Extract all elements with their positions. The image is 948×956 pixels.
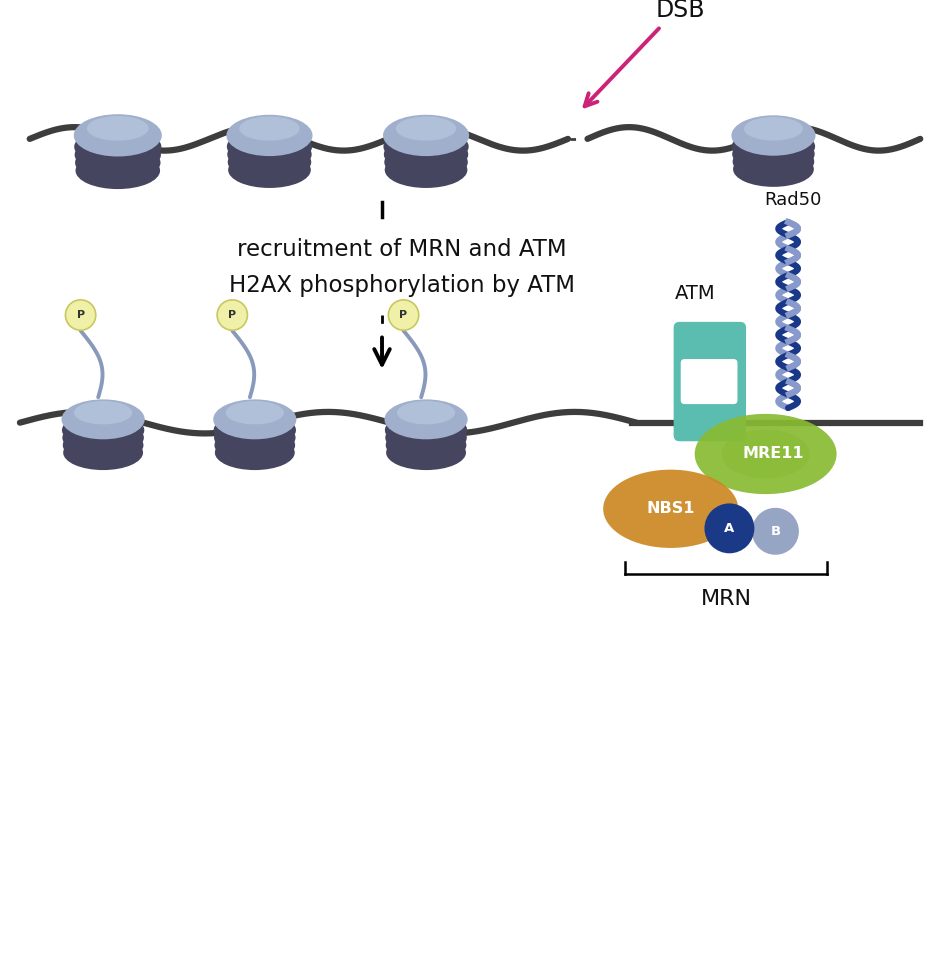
Ellipse shape — [228, 137, 312, 172]
Ellipse shape — [62, 400, 145, 440]
Ellipse shape — [87, 116, 149, 141]
Ellipse shape — [227, 115, 313, 156]
Ellipse shape — [62, 413, 144, 447]
Ellipse shape — [227, 128, 312, 164]
Ellipse shape — [74, 402, 132, 424]
Text: recruitment of MRN and ATM: recruitment of MRN and ATM — [237, 238, 566, 261]
Ellipse shape — [226, 402, 283, 424]
Ellipse shape — [385, 421, 466, 455]
Ellipse shape — [695, 414, 836, 494]
Ellipse shape — [76, 152, 160, 189]
Text: MRE11: MRE11 — [742, 446, 804, 462]
Text: Rad50: Rad50 — [764, 191, 822, 209]
Circle shape — [65, 300, 96, 330]
Ellipse shape — [74, 114, 162, 157]
Ellipse shape — [228, 144, 311, 181]
Text: MRN: MRN — [701, 589, 752, 609]
Ellipse shape — [383, 115, 469, 156]
Ellipse shape — [732, 137, 814, 172]
Ellipse shape — [733, 151, 813, 186]
Circle shape — [752, 508, 799, 554]
Ellipse shape — [64, 435, 143, 470]
Ellipse shape — [75, 137, 161, 173]
Ellipse shape — [385, 400, 467, 440]
Ellipse shape — [215, 435, 295, 470]
Ellipse shape — [214, 427, 295, 463]
Ellipse shape — [74, 128, 161, 165]
Ellipse shape — [385, 152, 467, 188]
Ellipse shape — [396, 117, 456, 141]
Text: DSB: DSB — [656, 0, 705, 22]
Ellipse shape — [75, 144, 160, 181]
Ellipse shape — [385, 413, 467, 447]
Ellipse shape — [732, 129, 815, 164]
Ellipse shape — [386, 435, 466, 470]
Ellipse shape — [383, 128, 468, 164]
Ellipse shape — [384, 137, 468, 172]
Ellipse shape — [744, 117, 803, 141]
Ellipse shape — [721, 429, 810, 478]
Circle shape — [704, 504, 755, 554]
Ellipse shape — [239, 117, 300, 141]
Ellipse shape — [397, 402, 455, 424]
Ellipse shape — [63, 427, 143, 463]
Text: P: P — [399, 310, 408, 320]
Ellipse shape — [384, 144, 467, 181]
Text: ATM: ATM — [675, 284, 716, 303]
Text: B: B — [771, 525, 780, 538]
Text: P: P — [77, 310, 84, 320]
Ellipse shape — [386, 427, 466, 463]
Ellipse shape — [63, 421, 144, 455]
Ellipse shape — [733, 144, 814, 180]
Ellipse shape — [731, 116, 815, 156]
Ellipse shape — [213, 400, 297, 440]
Text: H2AX phosphorylation by ATM: H2AX phosphorylation by ATM — [228, 274, 574, 297]
FancyBboxPatch shape — [681, 359, 738, 404]
Text: A: A — [724, 522, 735, 534]
Text: NBS1: NBS1 — [647, 501, 695, 516]
Circle shape — [389, 300, 419, 330]
Circle shape — [217, 300, 247, 330]
FancyBboxPatch shape — [674, 322, 746, 442]
Ellipse shape — [603, 469, 738, 548]
Ellipse shape — [228, 152, 311, 188]
Ellipse shape — [214, 421, 296, 455]
Text: P: P — [228, 310, 236, 320]
Ellipse shape — [213, 413, 296, 447]
